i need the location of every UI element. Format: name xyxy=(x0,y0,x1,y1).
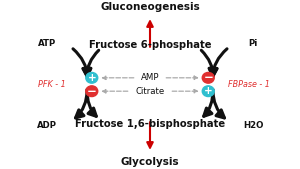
Text: PFK - 1: PFK - 1 xyxy=(38,80,65,89)
Text: ADP: ADP xyxy=(37,121,57,130)
Circle shape xyxy=(202,73,214,83)
Text: Fructose 6-phosphate: Fructose 6-phosphate xyxy=(89,40,211,50)
Circle shape xyxy=(202,86,214,96)
Text: Fructose 1,6-bisphosphate: Fructose 1,6-bisphosphate xyxy=(75,119,225,129)
Text: −: − xyxy=(87,85,97,98)
Circle shape xyxy=(86,73,98,83)
Text: H2O: H2O xyxy=(243,121,263,130)
Text: Pi: Pi xyxy=(248,39,258,48)
Text: +: + xyxy=(204,86,213,96)
Text: AMP: AMP xyxy=(141,73,159,82)
Text: FBPase - 1: FBPase - 1 xyxy=(228,80,269,89)
Text: Glycolysis: Glycolysis xyxy=(121,157,179,167)
Circle shape xyxy=(86,86,98,96)
Text: Citrate: Citrate xyxy=(135,87,165,96)
Text: ATP: ATP xyxy=(38,39,56,48)
Text: Gluconeogenesis: Gluconeogenesis xyxy=(100,2,200,12)
Text: +: + xyxy=(87,73,96,83)
Text: −: − xyxy=(203,71,213,84)
